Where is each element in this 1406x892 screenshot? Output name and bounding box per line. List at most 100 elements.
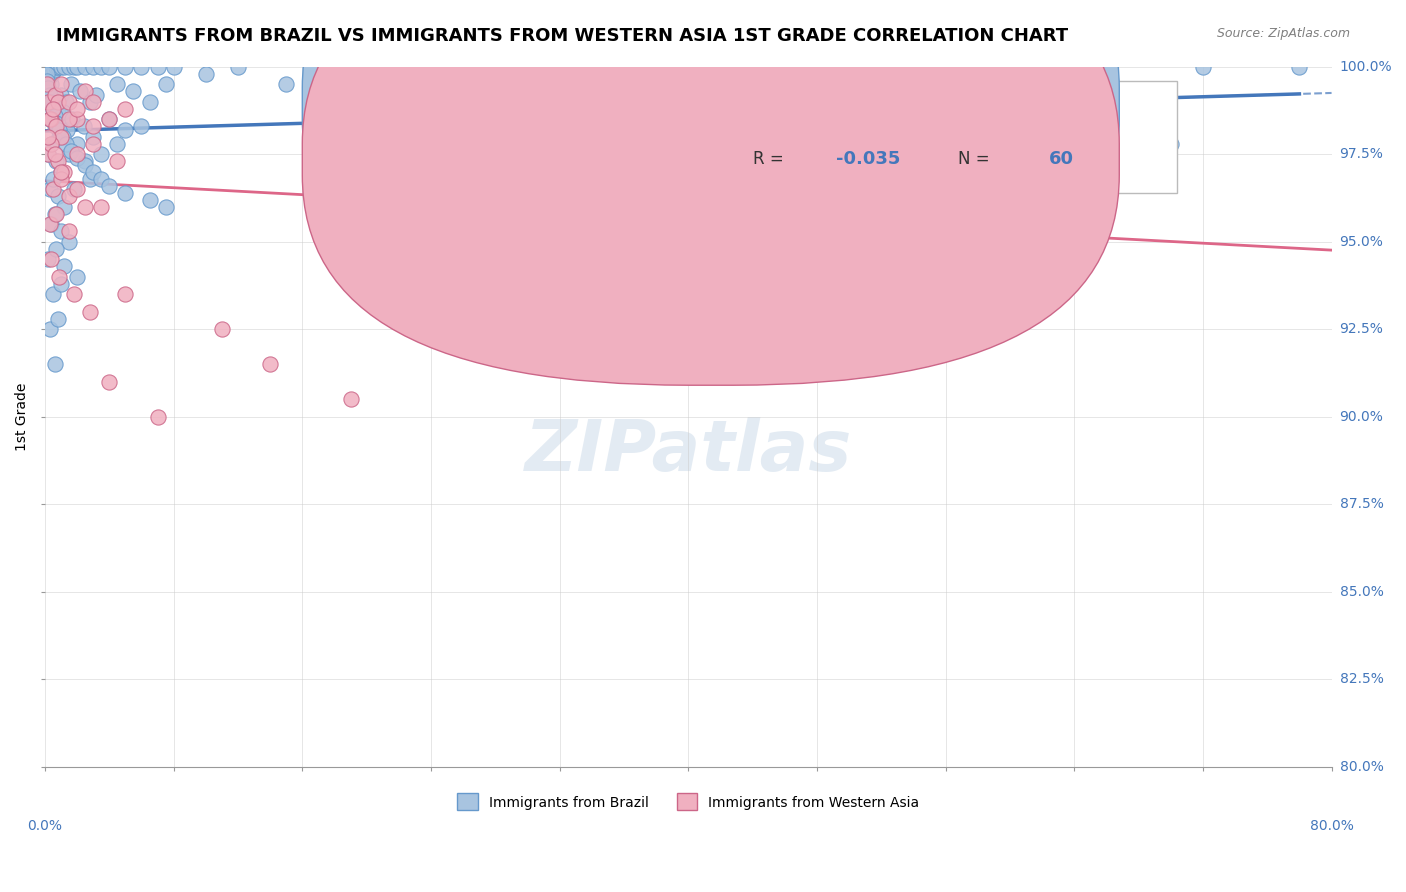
Point: [58, 235, 80, 249]
Point: [82, 95, 104, 109]
Point: [516, 102, 538, 116]
Text: R =: R =: [752, 94, 783, 112]
Point: [37, 67, 59, 81]
Point: [66, 112, 89, 127]
Point: [1160, 136, 1182, 151]
Text: 120: 120: [1049, 94, 1085, 112]
Point: [58, 95, 80, 109]
Point: [86, 87, 108, 102]
Point: [45, 119, 67, 133]
Point: [49, 60, 72, 74]
Point: [75, 200, 97, 214]
Point: [44, 207, 66, 221]
Point: [38, 182, 60, 196]
Point: [41, 136, 63, 151]
Point: [98, 375, 121, 389]
Point: [90, 200, 112, 214]
Point: [146, 409, 169, 424]
Point: [53, 164, 76, 178]
Point: [82, 60, 104, 74]
Point: [58, 224, 80, 238]
Point: [48, 269, 70, 284]
Point: [35, 60, 58, 74]
Text: 100.0%: 100.0%: [1340, 60, 1392, 74]
Point: [46, 102, 69, 116]
Point: [758, 60, 780, 74]
Point: [35, 67, 58, 81]
Text: IMMIGRANTS FROM BRAZIL VS IMMIGRANTS FROM WESTERN ASIA 1ST GRADE CORRELATION CHA: IMMIGRANTS FROM BRAZIL VS IMMIGRANTS FRO…: [56, 27, 1069, 45]
Point: [79, 304, 101, 318]
Point: [58, 147, 80, 161]
Text: N =: N =: [959, 94, 990, 112]
Point: [105, 77, 128, 91]
Point: [38, 322, 60, 336]
Point: [53, 60, 76, 74]
Point: [66, 269, 89, 284]
Point: [75, 154, 97, 169]
Point: [49, 164, 72, 178]
Point: [998, 129, 1021, 144]
Point: [678, 112, 700, 127]
Point: [37, 147, 59, 161]
Point: [66, 182, 89, 196]
Point: [46, 60, 69, 74]
Point: [259, 357, 281, 371]
Point: [49, 277, 72, 291]
Point: [37, 95, 59, 109]
Point: [53, 200, 76, 214]
Point: [1192, 60, 1215, 74]
Point: [38, 112, 60, 127]
Point: [42, 102, 65, 116]
Point: [82, 119, 104, 133]
Point: [114, 186, 136, 200]
Point: [58, 189, 80, 203]
Text: 95.0%: 95.0%: [1340, 235, 1384, 249]
Point: [82, 129, 104, 144]
Point: [436, 95, 458, 109]
Text: 90.0%: 90.0%: [1340, 409, 1384, 424]
Point: [37, 129, 59, 144]
Text: 87.5%: 87.5%: [1340, 497, 1384, 511]
Point: [49, 171, 72, 186]
Point: [38, 112, 60, 127]
Point: [339, 392, 361, 407]
Point: [82, 164, 104, 178]
Point: [75, 158, 97, 172]
Text: -0.035: -0.035: [837, 150, 901, 168]
FancyBboxPatch shape: [302, 0, 1119, 329]
Point: [48, 129, 70, 144]
Point: [59, 77, 82, 91]
Legend: Immigrants from Brazil, Immigrants from Western Asia: Immigrants from Brazil, Immigrants from …: [451, 788, 925, 816]
Point: [114, 60, 136, 74]
Text: 97.5%: 97.5%: [1340, 147, 1384, 161]
Point: [105, 154, 128, 169]
Point: [114, 122, 136, 136]
Point: [37, 147, 59, 161]
Point: [114, 102, 136, 116]
Y-axis label: 1st Grade: 1st Grade: [15, 383, 30, 451]
Point: [138, 193, 160, 207]
Point: [69, 84, 91, 98]
Point: [35, 77, 58, 91]
Point: [45, 242, 67, 256]
Point: [211, 322, 233, 336]
Point: [45, 207, 67, 221]
Point: [138, 95, 160, 109]
Point: [596, 60, 619, 74]
Point: [122, 84, 145, 98]
Point: [58, 60, 80, 74]
Point: [41, 95, 63, 109]
Point: [75, 60, 97, 74]
Point: [55, 136, 77, 151]
Point: [45, 60, 67, 74]
Point: [918, 60, 941, 74]
Text: 0.0%: 0.0%: [28, 820, 62, 833]
Point: [38, 60, 60, 74]
Point: [59, 144, 82, 158]
Point: [41, 217, 63, 231]
Point: [63, 287, 86, 301]
Point: [63, 182, 86, 196]
Point: [1078, 60, 1101, 74]
Point: [38, 70, 60, 84]
Point: [131, 119, 153, 133]
